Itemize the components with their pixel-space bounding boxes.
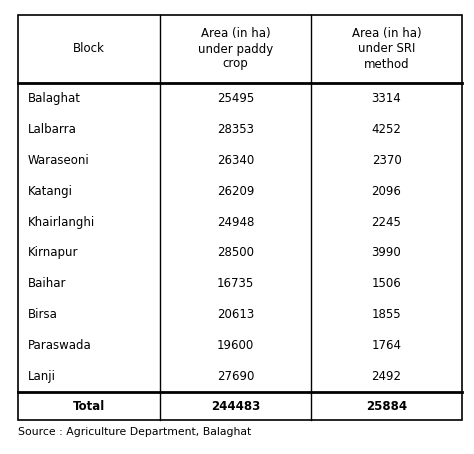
Text: 26340: 26340 — [217, 154, 254, 167]
Text: 26209: 26209 — [217, 185, 254, 197]
Text: Balaghat: Balaghat — [28, 92, 81, 105]
Text: Source : Agriculture Department, Balaghat: Source : Agriculture Department, Balagha… — [18, 427, 251, 437]
Text: Area (in ha)
under SRI
method: Area (in ha) under SRI method — [352, 28, 421, 70]
Text: 20613: 20613 — [217, 308, 254, 321]
Text: 2370: 2370 — [372, 154, 401, 167]
Text: 28353: 28353 — [217, 123, 254, 136]
Text: 25495: 25495 — [217, 92, 254, 105]
Text: Kirnapur: Kirnapur — [28, 247, 79, 259]
Text: Total: Total — [73, 400, 105, 413]
Text: Katangi: Katangi — [28, 185, 73, 197]
Text: 244483: 244483 — [211, 400, 260, 413]
Text: 25884: 25884 — [366, 400, 407, 413]
Text: Waraseoni: Waraseoni — [28, 154, 90, 167]
Text: 27690: 27690 — [217, 370, 254, 383]
Text: 28500: 28500 — [217, 247, 254, 259]
Text: 24948: 24948 — [217, 216, 254, 228]
Text: Block: Block — [73, 43, 105, 55]
Text: 19600: 19600 — [217, 339, 254, 352]
Text: 2492: 2492 — [372, 370, 401, 383]
Text: 1855: 1855 — [372, 308, 401, 321]
Text: Khairlanghi: Khairlanghi — [28, 216, 95, 228]
Text: 1506: 1506 — [372, 277, 401, 291]
Text: Birsa: Birsa — [28, 308, 58, 321]
Text: 3314: 3314 — [372, 92, 401, 105]
Text: Area (in ha)
under paddy
crop: Area (in ha) under paddy crop — [198, 28, 273, 70]
Text: 2245: 2245 — [372, 216, 401, 228]
Text: 1764: 1764 — [372, 339, 401, 352]
Text: 4252: 4252 — [372, 123, 401, 136]
Text: 2096: 2096 — [372, 185, 401, 197]
Bar — [18, 15, 462, 420]
Text: Baihar: Baihar — [28, 277, 66, 291]
Text: 3990: 3990 — [372, 247, 401, 259]
Text: 16735: 16735 — [217, 277, 254, 291]
Text: Paraswada: Paraswada — [28, 339, 92, 352]
Text: Lalbarra: Lalbarra — [28, 123, 77, 136]
Text: Lanji: Lanji — [28, 370, 56, 383]
